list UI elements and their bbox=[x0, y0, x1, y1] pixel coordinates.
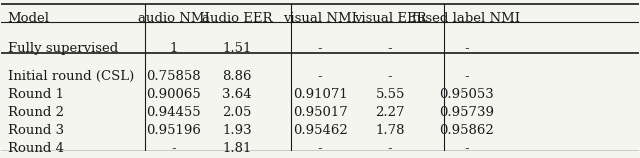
Text: audio NMI: audio NMI bbox=[138, 12, 209, 25]
Text: 0.95862: 0.95862 bbox=[439, 124, 494, 137]
Text: 0.95053: 0.95053 bbox=[439, 88, 494, 101]
Text: -: - bbox=[388, 70, 392, 83]
Text: 2.27: 2.27 bbox=[375, 106, 405, 119]
Text: -: - bbox=[464, 142, 469, 155]
Text: 3.64: 3.64 bbox=[222, 88, 252, 101]
Text: 0.95462: 0.95462 bbox=[292, 124, 348, 137]
Text: 1.93: 1.93 bbox=[222, 124, 252, 137]
Text: -: - bbox=[464, 42, 469, 55]
Text: 1.78: 1.78 bbox=[375, 124, 405, 137]
Text: Round 4: Round 4 bbox=[8, 142, 64, 155]
Text: Round 3: Round 3 bbox=[8, 124, 64, 137]
Text: Initial round (CSL): Initial round (CSL) bbox=[8, 70, 134, 83]
Text: 1.51: 1.51 bbox=[223, 42, 252, 55]
Text: -: - bbox=[317, 70, 323, 83]
Text: 5.55: 5.55 bbox=[376, 88, 404, 101]
Text: Fully supervised: Fully supervised bbox=[8, 42, 118, 55]
Text: 0.95739: 0.95739 bbox=[439, 106, 494, 119]
Text: 0.75858: 0.75858 bbox=[146, 70, 201, 83]
Text: 0.90065: 0.90065 bbox=[146, 88, 201, 101]
Text: visual NMI: visual NMI bbox=[283, 12, 357, 25]
Text: visual EER: visual EER bbox=[354, 12, 426, 25]
Text: Round 1: Round 1 bbox=[8, 88, 64, 101]
Text: -: - bbox=[388, 142, 392, 155]
Text: 2.05: 2.05 bbox=[223, 106, 252, 119]
Text: Round 2: Round 2 bbox=[8, 106, 64, 119]
Text: -: - bbox=[388, 42, 392, 55]
Text: 8.86: 8.86 bbox=[223, 70, 252, 83]
Text: Model: Model bbox=[8, 12, 50, 25]
Text: 0.94455: 0.94455 bbox=[146, 106, 201, 119]
Text: audio EER: audio EER bbox=[202, 12, 273, 25]
Text: -: - bbox=[171, 142, 176, 155]
Text: 0.95017: 0.95017 bbox=[292, 106, 348, 119]
Text: 0.91071: 0.91071 bbox=[292, 88, 348, 101]
Text: -: - bbox=[464, 70, 469, 83]
Text: 0.95196: 0.95196 bbox=[146, 124, 201, 137]
Text: 1: 1 bbox=[169, 42, 178, 55]
Text: -: - bbox=[317, 142, 323, 155]
Text: 1.81: 1.81 bbox=[223, 142, 252, 155]
Text: fused label NMI: fused label NMI bbox=[413, 12, 520, 25]
Text: -: - bbox=[317, 42, 323, 55]
